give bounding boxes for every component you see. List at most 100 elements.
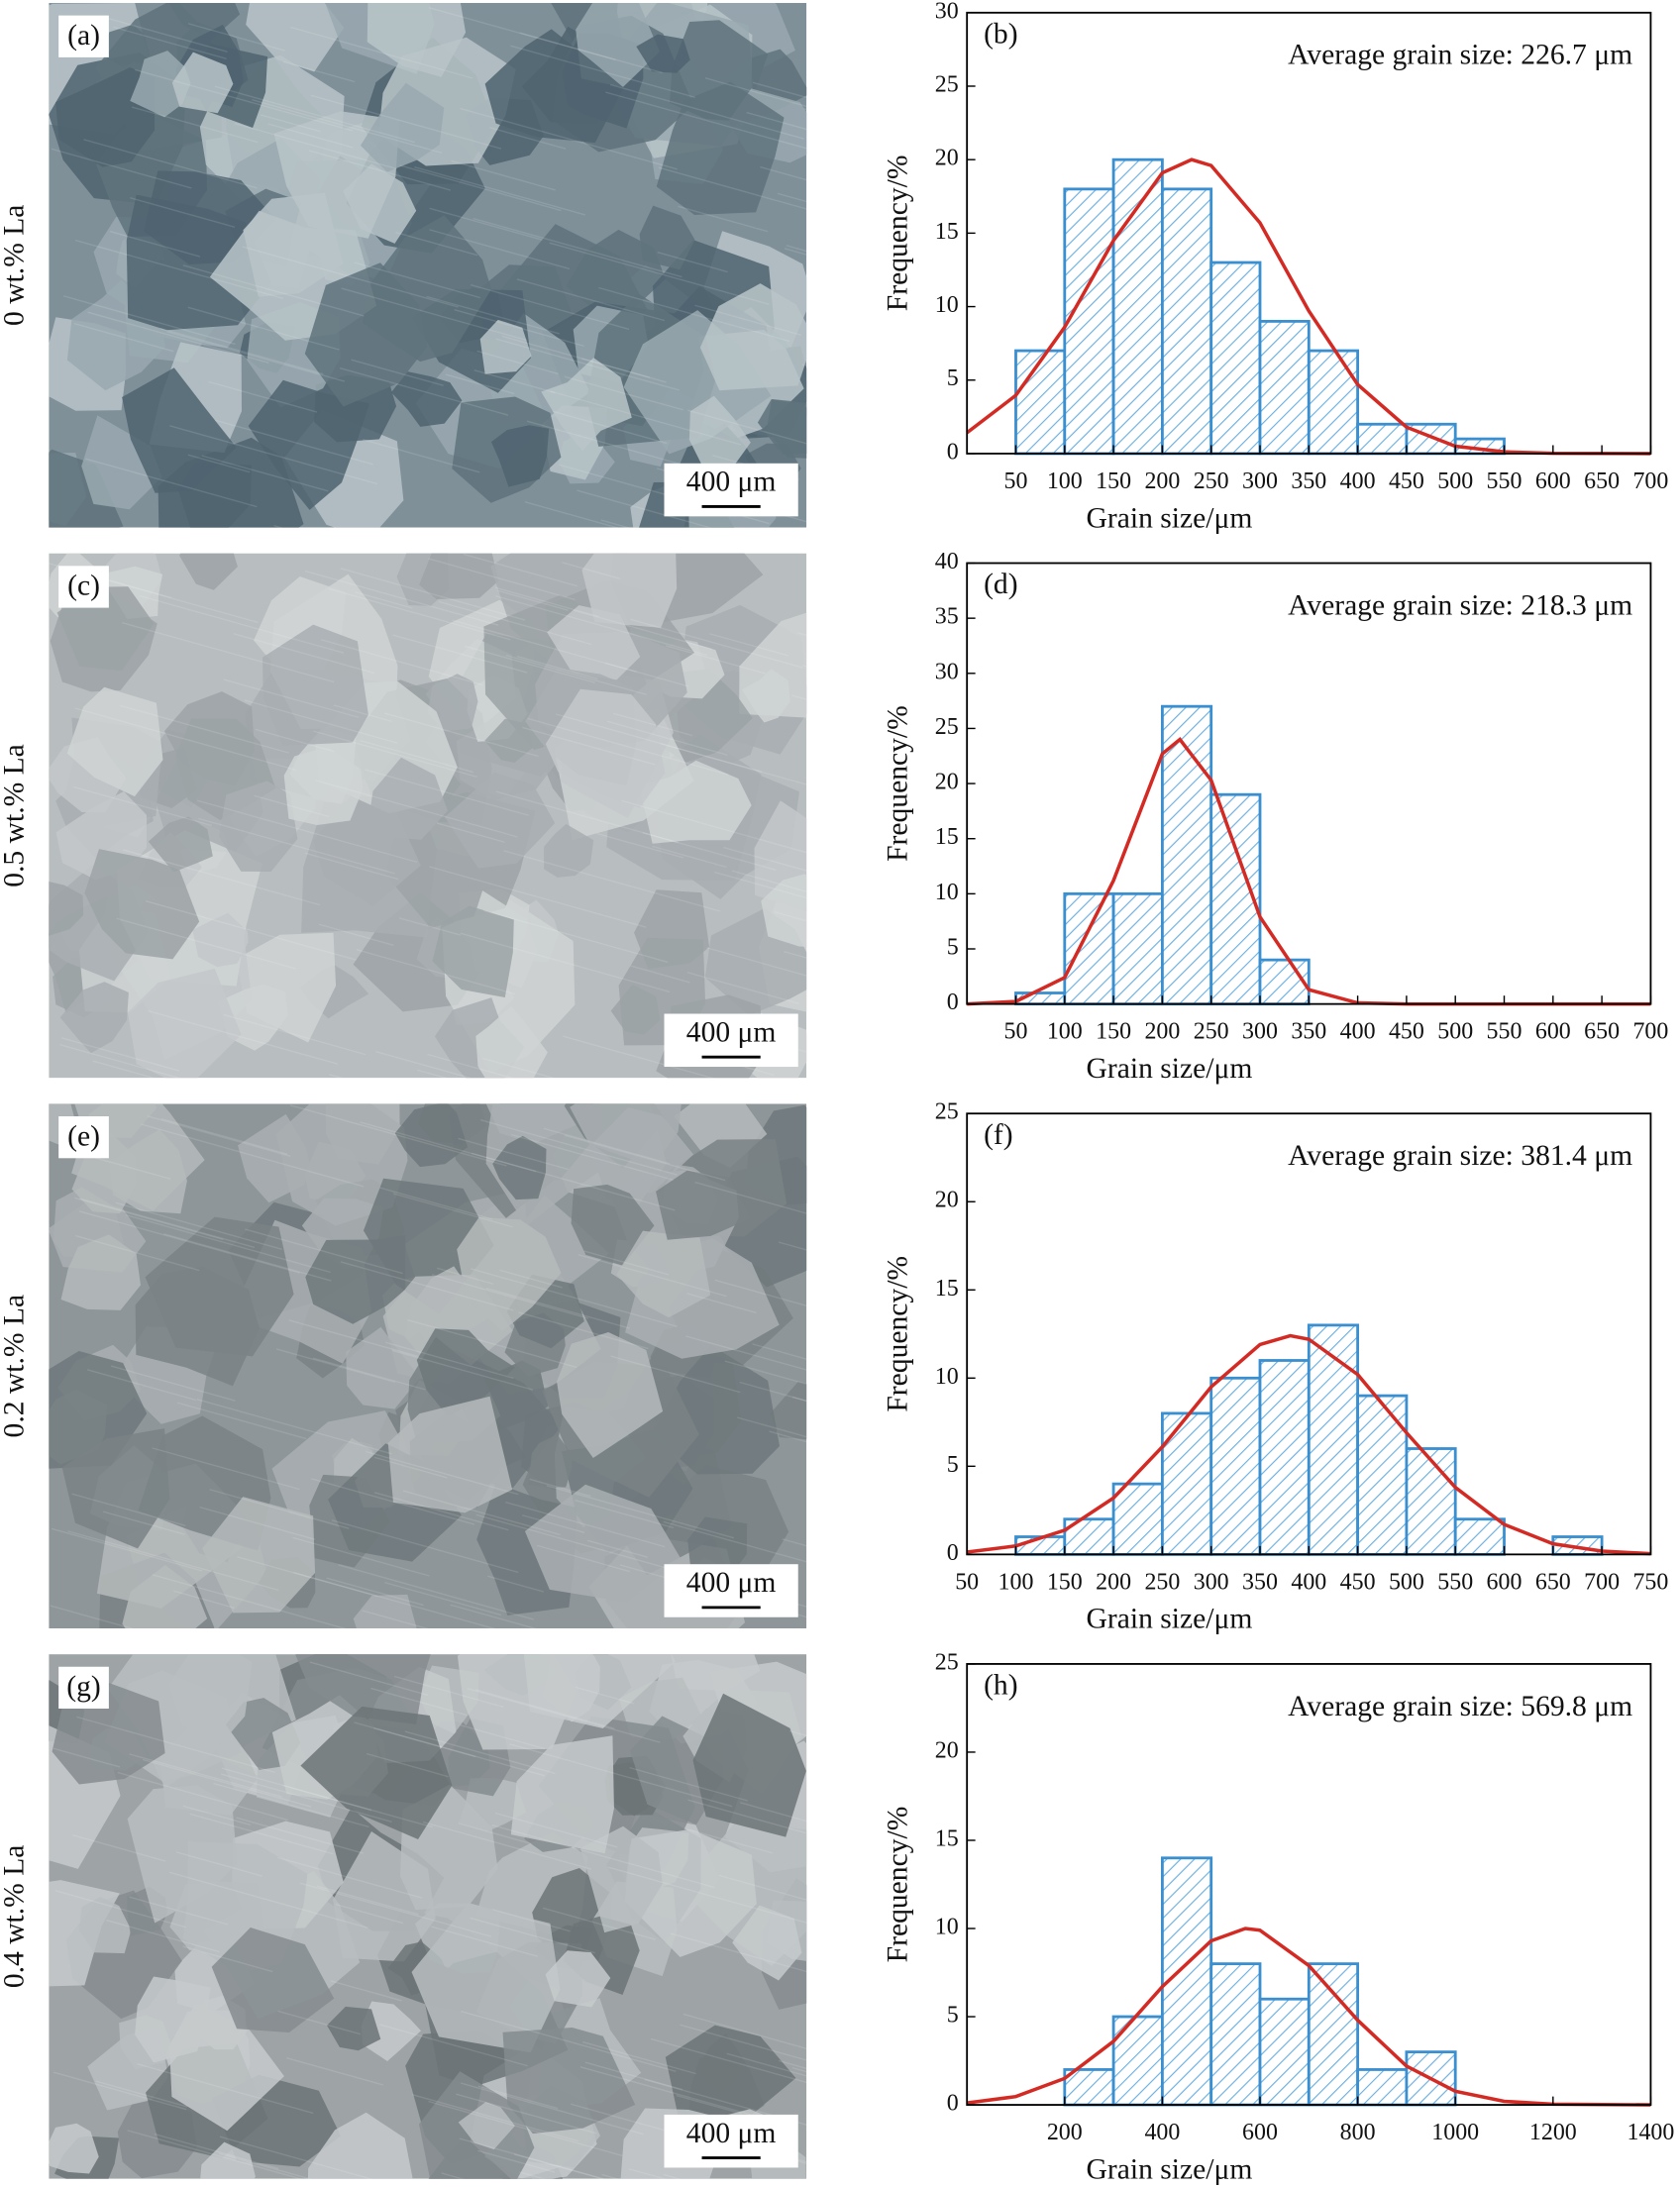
scratch bbox=[384, 712, 539, 758]
grain bbox=[49, 2123, 99, 2174]
scratch bbox=[563, 1035, 715, 1079]
scratch bbox=[630, 618, 803, 669]
x-tick-label: 250 bbox=[1194, 1019, 1229, 1045]
panel-label: (e) bbox=[67, 1120, 100, 1152]
scratch bbox=[427, 1053, 515, 1079]
grain bbox=[547, 605, 641, 680]
grain bbox=[248, 379, 370, 510]
x-tick-label: 300 bbox=[1242, 1019, 1278, 1045]
y-tick-label: 25 bbox=[935, 714, 959, 740]
scratch bbox=[340, 1261, 514, 1311]
micrograph-texture bbox=[49, 553, 807, 1079]
scratch bbox=[75, 1234, 200, 1272]
scratch bbox=[219, 2152, 313, 2179]
x-tick-label: 550 bbox=[1437, 1569, 1473, 1595]
scale-bar-label: 400 μm bbox=[686, 467, 777, 498]
x-tick-label: 300 bbox=[1242, 469, 1278, 494]
y-axis-label: Frequency/% bbox=[882, 1256, 913, 1412]
micrograph: (g) 400 μm 0.4 wt.% La bbox=[0, 1654, 807, 2179]
scratch bbox=[791, 2066, 807, 2073]
scratch bbox=[370, 1687, 468, 1717]
y-tick-label: 25 bbox=[935, 1099, 959, 1125]
y-tick-label: 10 bbox=[935, 880, 959, 905]
scratch bbox=[71, 1493, 186, 1526]
scratch bbox=[428, 6, 616, 61]
scratch bbox=[362, 1610, 429, 1629]
scratch bbox=[417, 1069, 449, 1079]
scratch bbox=[53, 2071, 187, 2111]
scratch bbox=[731, 870, 807, 892]
y-tick-label: 15 bbox=[935, 219, 959, 245]
scratch bbox=[491, 1823, 715, 1889]
scratch bbox=[309, 1661, 429, 1697]
scratch bbox=[805, 1054, 807, 1056]
scratch bbox=[621, 799, 807, 854]
annotation: Average grain size: 218.3 μm bbox=[1288, 589, 1632, 621]
grain bbox=[616, 1230, 711, 1318]
scratch bbox=[522, 726, 656, 766]
scratch bbox=[501, 335, 651, 378]
x-tick-label: 500 bbox=[1437, 1019, 1473, 1045]
bar bbox=[1160, 1411, 1213, 1556]
scratch bbox=[475, 1689, 615, 1729]
scratch bbox=[527, 717, 729, 776]
label-box bbox=[58, 566, 109, 608]
scratch bbox=[87, 311, 269, 365]
scratch bbox=[189, 1813, 334, 1855]
scratch bbox=[129, 1896, 229, 1926]
panel-label: (g) bbox=[66, 1671, 101, 1703]
scratch bbox=[686, 971, 799, 1004]
label-box bbox=[58, 1116, 109, 1159]
scratch bbox=[714, 871, 807, 899]
scratch bbox=[163, 1233, 332, 1282]
scratch bbox=[130, 196, 236, 228]
scratch bbox=[326, 1577, 424, 1607]
grain bbox=[127, 968, 242, 1079]
fit-curve bbox=[966, 157, 1651, 456]
scratch bbox=[665, 645, 767, 675]
panel-label: (a) bbox=[67, 20, 100, 52]
scratch bbox=[119, 704, 289, 754]
scratch bbox=[801, 364, 807, 366]
grain bbox=[639, 205, 695, 270]
scratch bbox=[219, 2136, 373, 2179]
scratch bbox=[564, 375, 683, 411]
grain bbox=[300, 1706, 453, 1839]
scratch bbox=[429, 207, 543, 241]
scratch bbox=[518, 1311, 649, 1350]
scratch bbox=[564, 1134, 726, 1182]
scratch bbox=[196, 1399, 392, 1455]
scratch bbox=[739, 1381, 807, 1403]
x-tick-label: 400 bbox=[1144, 2120, 1180, 2145]
scratch bbox=[373, 1456, 448, 1479]
x-tick-label: 500 bbox=[1437, 469, 1473, 494]
scratch bbox=[223, 678, 360, 719]
grain bbox=[211, 1928, 335, 2032]
grain bbox=[656, 81, 785, 216]
scratch bbox=[471, 283, 630, 331]
scratch bbox=[339, 366, 509, 416]
scratch bbox=[726, 2052, 807, 2077]
grain bbox=[432, 905, 514, 998]
grain bbox=[579, 1825, 663, 1933]
micrograph-texture bbox=[49, 1103, 807, 1629]
bar bbox=[1111, 1482, 1164, 1556]
grain bbox=[295, 1654, 431, 1724]
grain bbox=[732, 1905, 802, 1981]
scratch bbox=[209, 1489, 350, 1529]
scratch bbox=[223, 1013, 367, 1056]
scratch bbox=[650, 2037, 807, 2084]
grain bbox=[148, 816, 213, 873]
scratch bbox=[510, 45, 695, 99]
x-tick-label: 200 bbox=[1144, 469, 1180, 494]
scratch bbox=[182, 1945, 273, 1973]
scratch bbox=[495, 338, 681, 391]
scratch bbox=[198, 817, 395, 875]
scratch bbox=[362, 439, 480, 473]
scratch bbox=[182, 1805, 252, 1826]
scratch bbox=[338, 1564, 534, 1620]
scratch bbox=[67, 1530, 279, 1592]
scratch bbox=[445, 373, 515, 395]
y-axis-label: Frequency/% bbox=[882, 1807, 913, 1963]
micrograph: (c) 400 μm 0.5 wt.% La bbox=[0, 553, 807, 1079]
